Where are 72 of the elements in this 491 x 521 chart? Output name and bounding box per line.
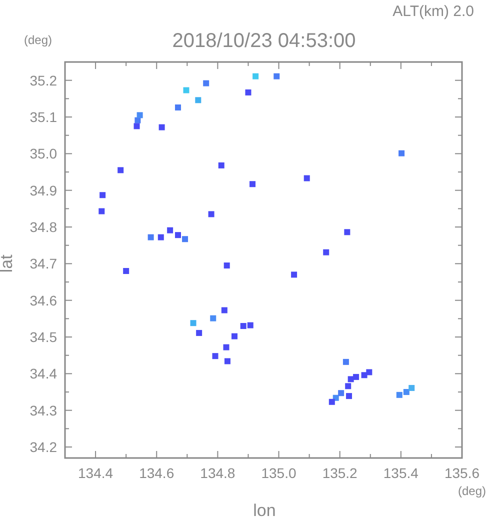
- point: [252, 73, 259, 80]
- point: [304, 175, 310, 182]
- chart-title: 2018/10/23 04:53:00: [172, 30, 356, 52]
- point: [338, 390, 344, 396]
- point: [346, 393, 352, 400]
- x-tick-label: 135.2: [322, 465, 358, 481]
- point: [396, 392, 402, 398]
- point: [195, 97, 202, 104]
- point: [167, 227, 174, 234]
- x-tick-label: 134.6: [139, 465, 174, 481]
- text: (deg): [458, 484, 486, 498]
- point: [118, 167, 124, 174]
- x-tick-label: 135.6: [444, 465, 480, 481]
- y-tick-label: 34.5: [30, 329, 58, 345]
- y-tick-label: 34.7: [30, 256, 58, 272]
- point: [345, 383, 352, 390]
- point: [210, 315, 216, 322]
- point: [224, 358, 230, 364]
- point: [245, 89, 252, 96]
- point: [291, 272, 298, 278]
- point: [231, 333, 238, 340]
- point: [223, 344, 230, 350]
- point: [361, 372, 368, 378]
- point: [323, 249, 330, 256]
- point: [134, 123, 140, 130]
- point: [190, 320, 196, 326]
- point: [100, 192, 106, 198]
- y-tick-label: 34.2: [30, 439, 58, 455]
- point: [240, 323, 246, 329]
- x-tick-label: 135.0: [261, 465, 296, 481]
- y-tick-label: 34.9: [30, 182, 58, 198]
- point: [148, 234, 154, 240]
- chart-subtitle: ALT(km) 2.0: [392, 3, 474, 20]
- y-tick-label: 34.6: [30, 292, 58, 308]
- point: [182, 236, 188, 242]
- point: [158, 124, 165, 130]
- point: [342, 358, 349, 365]
- point: [224, 262, 230, 268]
- point: [398, 150, 405, 156]
- point: [403, 389, 410, 395]
- point: [274, 73, 280, 80]
- x-tick-label: 134.4: [78, 465, 114, 481]
- point: [250, 181, 256, 188]
- point: [218, 162, 224, 168]
- point: [247, 322, 254, 328]
- point: [196, 330, 202, 336]
- x-axis-title: lon: [253, 501, 276, 520]
- point: [183, 87, 190, 94]
- point: [408, 384, 415, 391]
- point: [123, 268, 130, 274]
- point: [208, 211, 214, 218]
- y-tick-label: 35.1: [30, 109, 58, 125]
- x-tick-label: 134.8: [200, 465, 236, 481]
- point: [344, 229, 350, 236]
- point: [212, 353, 218, 360]
- point: [174, 232, 181, 238]
- y-tick-label: 35.0: [30, 146, 58, 162]
- y-tick-label: 34.3: [30, 402, 58, 418]
- y-axis-title: lat: [0, 254, 16, 273]
- point: [98, 208, 105, 214]
- point: [174, 104, 181, 110]
- point: [221, 307, 228, 314]
- text: (deg): [24, 33, 52, 47]
- point: [328, 398, 335, 405]
- y-tick-label: 35.2: [30, 72, 58, 88]
- y-tick-label: 34.4: [30, 366, 58, 382]
- point: [348, 376, 354, 382]
- point: [136, 112, 143, 118]
- point: [158, 234, 164, 240]
- x-tick-label: 135.4: [383, 465, 419, 481]
- point: [203, 80, 210, 86]
- y-tick-label: 34.8: [30, 219, 58, 235]
